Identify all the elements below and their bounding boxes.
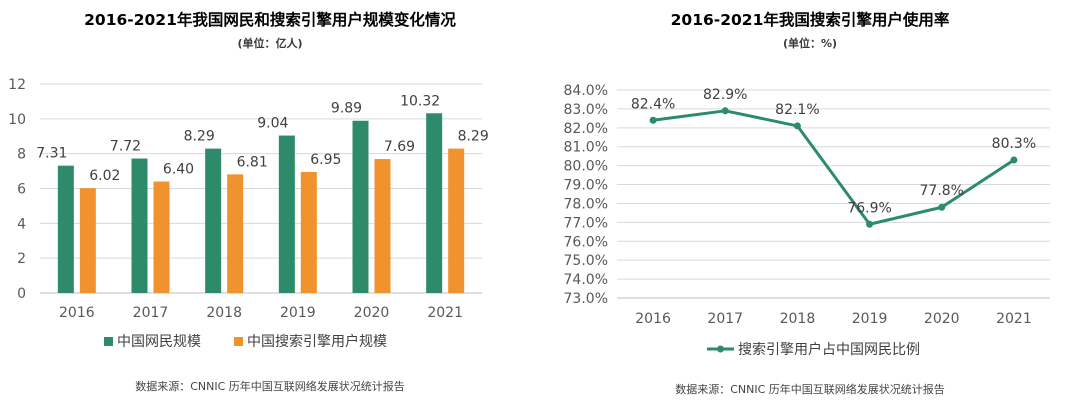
- data-label-search-users: 6.02: [89, 168, 120, 184]
- x-tick-label: 2017: [707, 311, 743, 327]
- line-point: [1010, 156, 1018, 164]
- y-tick-label: 10: [8, 112, 26, 128]
- legend-swatch-search-users: [234, 337, 243, 346]
- right-chart-source: 数据来源：CNNIC 历年中国互联网络发展状况统计报告: [675, 383, 945, 396]
- line-point: [721, 107, 729, 115]
- line-chart: 73.0% 74.0% 75.0% 76.0% 77.0% 78.0% 79.0% 80.0%…: [564, 83, 1050, 358]
- line-point: [793, 122, 801, 130]
- x-tick-label: 2018: [780, 311, 816, 327]
- y-tick-label: 0: [17, 286, 26, 302]
- x-tick-label: 2019: [280, 305, 316, 321]
- y-tick-label: 74.0%: [564, 272, 608, 288]
- left-chart-unit: (单位：亿人): [237, 37, 303, 50]
- x-tick-label: 2020: [924, 311, 960, 327]
- data-label-search-rate: 82.4%: [631, 96, 675, 112]
- bar-search-users: [374, 159, 391, 293]
- bar-netizens: [426, 113, 443, 293]
- data-label-search-rate: 82.1%: [775, 102, 819, 118]
- right-chart-panel: 2016-2021年我国搜索引擎用户使用率 (单位：%) 73.0% 74.0% 7…: [540, 0, 1080, 405]
- y-tick-label: 78.0%: [564, 196, 608, 212]
- y-tick-label: 4: [17, 216, 26, 232]
- bar-netizens: [131, 158, 148, 293]
- data-label-search-users: 6.95: [310, 152, 341, 168]
- x-tick-label: 2020: [354, 305, 390, 321]
- legend-label-search-rate: 搜索引擎用户占中国网民比例: [738, 341, 920, 358]
- x-tick-label: 2021: [996, 311, 1032, 327]
- line-point: [649, 116, 657, 124]
- data-label-search-users: 6.40: [163, 162, 194, 178]
- data-label-search-rate: 80.3%: [992, 136, 1036, 152]
- bar-netizens: [352, 120, 369, 293]
- data-label-search-users: 6.81: [237, 154, 268, 170]
- bar-netizens: [278, 135, 295, 293]
- y-tick-label: 6: [17, 182, 26, 198]
- data-label-search-users: 7.69: [384, 139, 415, 155]
- y-tick-label: 8: [17, 147, 26, 163]
- left-chart-title: 2016-2021年我国网民和搜索引擎用户规模变化情况: [84, 11, 456, 29]
- y-tick-label: 82.0%: [564, 121, 608, 137]
- y-tick-label: 79.0%: [564, 178, 608, 194]
- data-label-search-users: 8.29: [458, 129, 489, 145]
- line-point: [866, 220, 874, 228]
- data-label-netizens: 9.89: [331, 101, 362, 117]
- left-chart-source: 数据来源：CNNIC 历年中国互联网络发展状况统计报告: [135, 380, 405, 393]
- x-tick-label: 2016: [635, 311, 671, 327]
- bar-search-users: [448, 148, 465, 293]
- legend-label-search-users: 中国搜索引擎用户规模: [247, 333, 387, 350]
- x-tick-label: 2017: [133, 305, 169, 321]
- bar-netizens: [57, 165, 74, 293]
- y-tick-label: 77.0%: [564, 215, 608, 231]
- y-tick-label: 2: [17, 251, 26, 267]
- right-chart-unit: (单位：%): [782, 37, 838, 50]
- line-point: [938, 203, 946, 211]
- x-tick-label: 2018: [206, 305, 242, 321]
- y-tick-label: 76.0%: [564, 234, 608, 250]
- data-label-search-rate: 77.8%: [920, 183, 964, 199]
- bar-search-users: [300, 171, 317, 293]
- y-tick-label: 80.0%: [564, 159, 608, 175]
- data-label-search-rate: 82.9%: [703, 87, 747, 103]
- bar-chart: 0 2 4 6 8 10 12 2016 7.31 6.02 2017 7.72 6.40 2018 8.2…: [8, 77, 489, 350]
- legend-label-netizens: 中国网民规模: [117, 334, 201, 350]
- legend-swatch-netizens: [104, 337, 113, 346]
- data-label-netizens: 8.29: [184, 129, 215, 145]
- y-tick-label: 12: [8, 77, 26, 93]
- data-label-netizens: 7.31: [36, 146, 67, 162]
- x-tick-label: 2019: [852, 311, 888, 327]
- y-tick-label: 73.0%: [564, 291, 608, 307]
- y-tick-label: 83.0%: [564, 102, 608, 118]
- data-label-netizens: 7.72: [110, 139, 141, 155]
- y-tick-label: 75.0%: [564, 253, 608, 269]
- data-label-netizens: 10.32: [400, 93, 440, 109]
- data-label-search-rate: 76.9%: [847, 200, 891, 216]
- bar-search-users: [79, 188, 96, 293]
- bar-search-users: [227, 174, 244, 293]
- line-series-search-rate: [652, 109, 1015, 226]
- x-tick-label: 2021: [427, 305, 463, 321]
- right-chart-title: 2016-2021年我国搜索引擎用户使用率: [670, 11, 950, 29]
- y-tick-label: 84.0%: [564, 83, 608, 99]
- legend-marker-search-rate: [717, 345, 724, 353]
- data-label-netizens: 9.04: [257, 116, 288, 132]
- bar-search-users: [153, 181, 170, 293]
- x-tick-label: 2016: [59, 305, 95, 321]
- y-tick-label: 81.0%: [564, 140, 608, 156]
- bar-netizens: [205, 148, 222, 293]
- left-chart-panel: 2016-2021年我国网民和搜索引擎用户规模变化情况 (单位：亿人) 0 2 4 6…: [8, 11, 489, 393]
